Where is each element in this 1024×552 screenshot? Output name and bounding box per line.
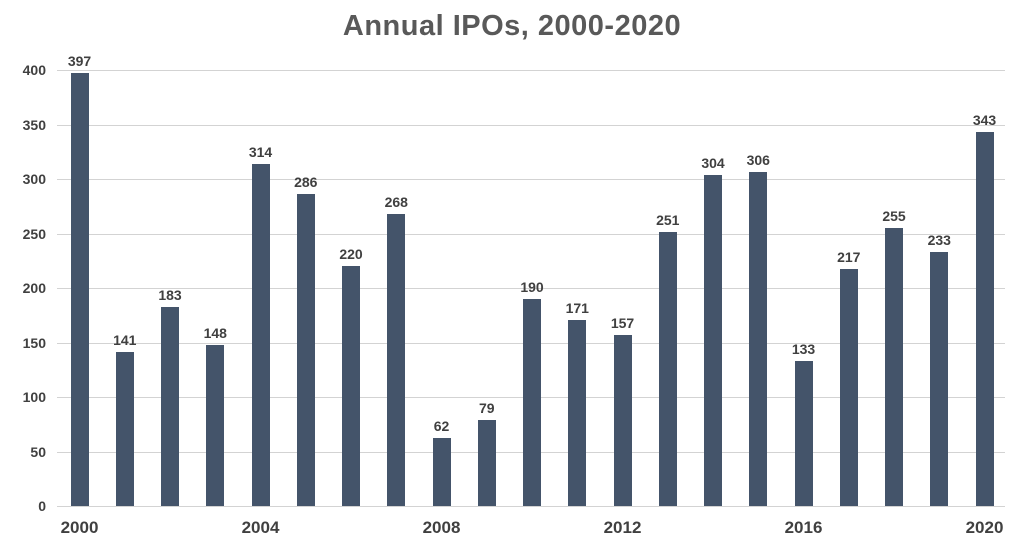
bar-2019 [930, 252, 949, 506]
gridline [57, 179, 1005, 180]
bar-2018 [885, 228, 903, 506]
y-tick-label: 150 [22, 334, 46, 351]
bar-2003 [206, 344, 225, 506]
bar-value-label: 343 [972, 112, 997, 129]
bar-2009 [477, 419, 496, 506]
bar-2007 [387, 213, 406, 506]
bar-value-label: 62 [433, 418, 450, 435]
y-tick-label: 0 [38, 498, 46, 514]
x-tick-label: 2004 [241, 518, 280, 537]
y-tick-label: 250 [22, 225, 46, 242]
bar-2002 [161, 306, 179, 506]
bar-value-label: 190 [520, 278, 544, 295]
bar-2008 [432, 438, 451, 506]
bar-value-label: 217 [837, 249, 861, 266]
bar-2017 [839, 269, 858, 506]
x-tick-label: 2020 [965, 518, 1004, 537]
gridline [57, 70, 1005, 71]
plot-area: 397 141 183 148 314 286 220 268 62 79 190 171 157 251… [57, 53, 1005, 507]
bar-value-label: 148 [203, 324, 227, 341]
y-tick-label: 400 [22, 62, 46, 78]
bar-value-label: 79 [478, 399, 495, 416]
x-tick-label: 2016 [784, 518, 823, 537]
bar-value-label: 220 [339, 246, 363, 263]
gridline [57, 124, 1005, 126]
bar-2012 [613, 334, 632, 506]
x-tick-label: 2000 [60, 518, 99, 537]
bar-value-label: 233 [927, 232, 951, 249]
bar-2004 [251, 163, 270, 506]
y-tick-label: 200 [22, 280, 46, 296]
y-tick-label: 300 [22, 171, 46, 187]
bar-2014 [704, 174, 722, 506]
bar-value-label: 268 [384, 193, 408, 210]
gridline [57, 233, 1005, 235]
chart-title: Annual IPOs, 2000-2020 [342, 10, 682, 42]
y-tick-label: 350 [22, 116, 46, 133]
gridline [57, 506, 1005, 507]
bar-value-label: 255 [882, 208, 906, 225]
bar-2010 [523, 298, 541, 506]
bar-2016 [794, 361, 813, 506]
bar-value-label: 133 [791, 341, 816, 358]
bar-value-label: 141 [113, 332, 137, 349]
bar-2020 [975, 132, 994, 506]
bar-value-label: 157 [610, 314, 635, 331]
bar-2000 [70, 73, 89, 506]
bar-value-label: 314 [248, 143, 273, 160]
bar-2011 [568, 319, 587, 506]
bar-2001 [115, 352, 134, 506]
bar-2005 [296, 194, 315, 506]
y-tick-label: 50 [30, 443, 46, 460]
bar-2006 [342, 266, 360, 506]
x-tick-label: 2008 [422, 518, 461, 537]
gridline [57, 288, 1005, 289]
bar-value-label: 397 [67, 53, 92, 70]
bar-2015 [749, 172, 768, 506]
bar-value-label: 306 [746, 152, 770, 169]
bar-2013 [658, 232, 677, 506]
x-tick-label: 2012 [603, 518, 642, 537]
bar-value-label: 183 [158, 286, 182, 303]
bar-value-label: 251 [656, 212, 680, 229]
bar-value-label: 304 [701, 154, 725, 171]
y-tick-label: 100 [22, 389, 46, 405]
bar-value-label: 171 [565, 299, 589, 316]
bar-value-label: 286 [294, 174, 318, 191]
